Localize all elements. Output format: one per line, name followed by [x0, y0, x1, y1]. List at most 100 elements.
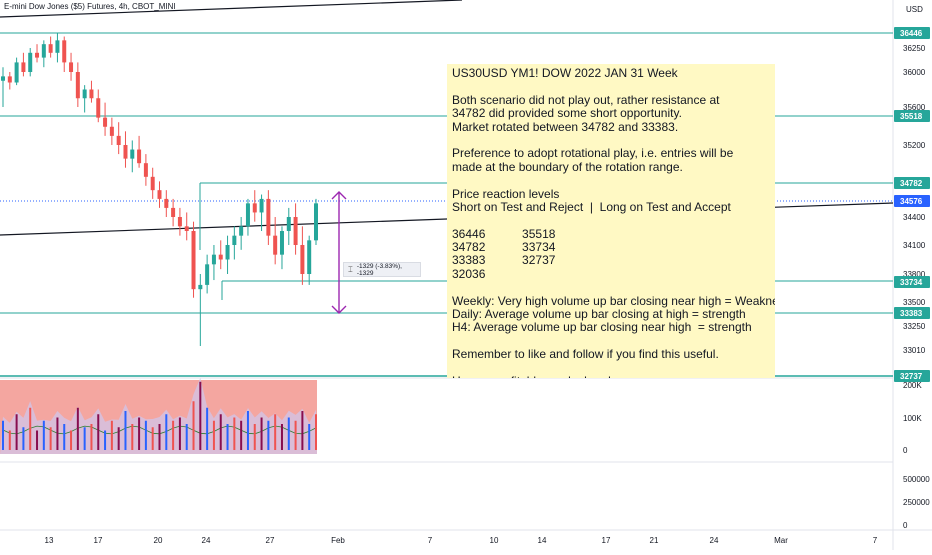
volume-bar	[246, 411, 249, 450]
note-line: H4: Average volume up bar closing near h…	[452, 320, 752, 335]
time-tick: 21	[650, 536, 659, 545]
candle	[123, 131, 128, 168]
note-line: Price reaction levels	[452, 186, 560, 201]
volume-bar	[90, 424, 93, 450]
analysis-note[interactable]: US30USD YM1! DOW 2022 JAN 31 Week Both sc…	[447, 64, 775, 378]
time-axis[interactable]: 13 17 20 24 27 Feb 7 10 14 17 21 24 Mar 7	[45, 536, 878, 545]
price-axis[interactable]: 36250 36000 35600 35200 34400 34100 33800 33500…	[903, 44, 926, 355]
volume-bar	[267, 420, 270, 450]
candle	[164, 190, 169, 217]
note-line: Short on Test and Reject | Long on Test …	[452, 199, 731, 214]
time-tick: 24	[202, 536, 211, 545]
note-line	[452, 281, 770, 294]
candle	[143, 154, 148, 186]
volume-bar	[22, 427, 25, 450]
candle	[225, 235, 230, 274]
time-tick: 10	[490, 536, 499, 545]
time-tick: 17	[602, 536, 611, 545]
candle	[116, 122, 121, 155]
note-line: 36446 35518	[452, 226, 556, 241]
note-line: Remember to like and follow if you find …	[452, 347, 719, 362]
level-badge-label: 33383	[900, 309, 923, 318]
measure-label-box: ⌶ -1329 (-3.83%), -1329	[343, 262, 421, 277]
candles-group	[1, 32, 318, 346]
volume-bar	[233, 417, 236, 450]
time-tick: 13	[45, 536, 54, 545]
volume-bar	[172, 420, 175, 450]
volume-bar	[8, 430, 11, 450]
level-badge-35518: 35518	[894, 110, 930, 122]
volume-bar	[178, 417, 181, 450]
volume-bar	[151, 427, 154, 450]
volume-bar	[260, 417, 263, 450]
chart-title: E-mini Dow Jones ($5) Futures, 4h, CBOT_…	[4, 2, 176, 11]
trendline-top[interactable]	[0, 0, 463, 18]
volume-bar	[56, 417, 59, 450]
note-line: 34782 did provided some short opportunit…	[452, 106, 682, 121]
volume-bar	[240, 420, 243, 450]
candle	[55, 32, 60, 63]
time-tick: 7	[428, 536, 433, 545]
volume-bar	[315, 414, 317, 450]
note-line	[452, 134, 770, 147]
candle	[62, 36, 67, 72]
level-badge-32737: 32737	[894, 370, 930, 382]
level-badge-33383: 33383	[894, 307, 930, 319]
level-badge-label: 33734	[900, 278, 923, 287]
candle	[252, 190, 257, 222]
lower-tick: 250000	[903, 498, 930, 507]
measure-icon: ⌶	[348, 264, 353, 274]
note-line	[452, 335, 770, 348]
volume-bar	[253, 424, 256, 450]
level-badge-label: 34576	[900, 197, 923, 206]
candle	[41, 40, 46, 68]
time-tick: 20	[154, 536, 163, 545]
candle	[300, 226, 305, 285]
time-tick: 24	[710, 536, 719, 545]
candle	[103, 102, 108, 136]
price-tick: 34400	[903, 213, 926, 222]
volume-bar	[42, 420, 45, 450]
candle	[314, 198, 318, 245]
time-tick: 27	[266, 536, 275, 545]
volume-bar	[287, 417, 290, 450]
volume-tick: 100K	[903, 414, 922, 423]
time-tick: 17	[94, 536, 103, 545]
volume-bar	[185, 424, 188, 450]
volume-bar	[165, 414, 168, 450]
note-line: Daily: Average volume up bar closing at …	[452, 307, 746, 322]
measure-arrow[interactable]	[331, 191, 347, 314]
volume-bar	[219, 414, 222, 450]
candle	[7, 72, 12, 90]
price-tick: 33010	[903, 346, 926, 355]
volume-axis: 200K 100K 0	[903, 381, 922, 455]
price-tick: 33500	[903, 298, 926, 307]
volume-bar	[117, 427, 120, 450]
candle	[232, 226, 237, 260]
candle	[191, 221, 196, 298]
note-line: 34782 33734	[452, 240, 556, 255]
candle	[89, 80, 94, 103]
level-badge-34782: 34782	[894, 177, 930, 189]
level-badge-33734: 33734	[894, 276, 930, 288]
volume-bar	[308, 424, 311, 450]
volume-bar	[144, 420, 147, 450]
price-tick: 36000	[903, 68, 926, 77]
candle	[239, 217, 244, 250]
candle	[14, 57, 19, 86]
volume-bar	[206, 407, 209, 450]
candle	[286, 207, 291, 245]
volume-bar	[131, 424, 134, 450]
volume-envelope	[0, 377, 317, 454]
level-badge-36446: 36446	[894, 27, 930, 39]
candle	[96, 89, 101, 123]
volume-bar	[138, 417, 141, 450]
candle	[198, 274, 203, 346]
volume-bar	[63, 424, 66, 450]
volume-bar	[158, 424, 161, 450]
volume-bar	[2, 420, 4, 450]
candle	[218, 240, 223, 270]
time-tick: Feb	[331, 536, 345, 545]
volume-bar	[212, 420, 215, 450]
